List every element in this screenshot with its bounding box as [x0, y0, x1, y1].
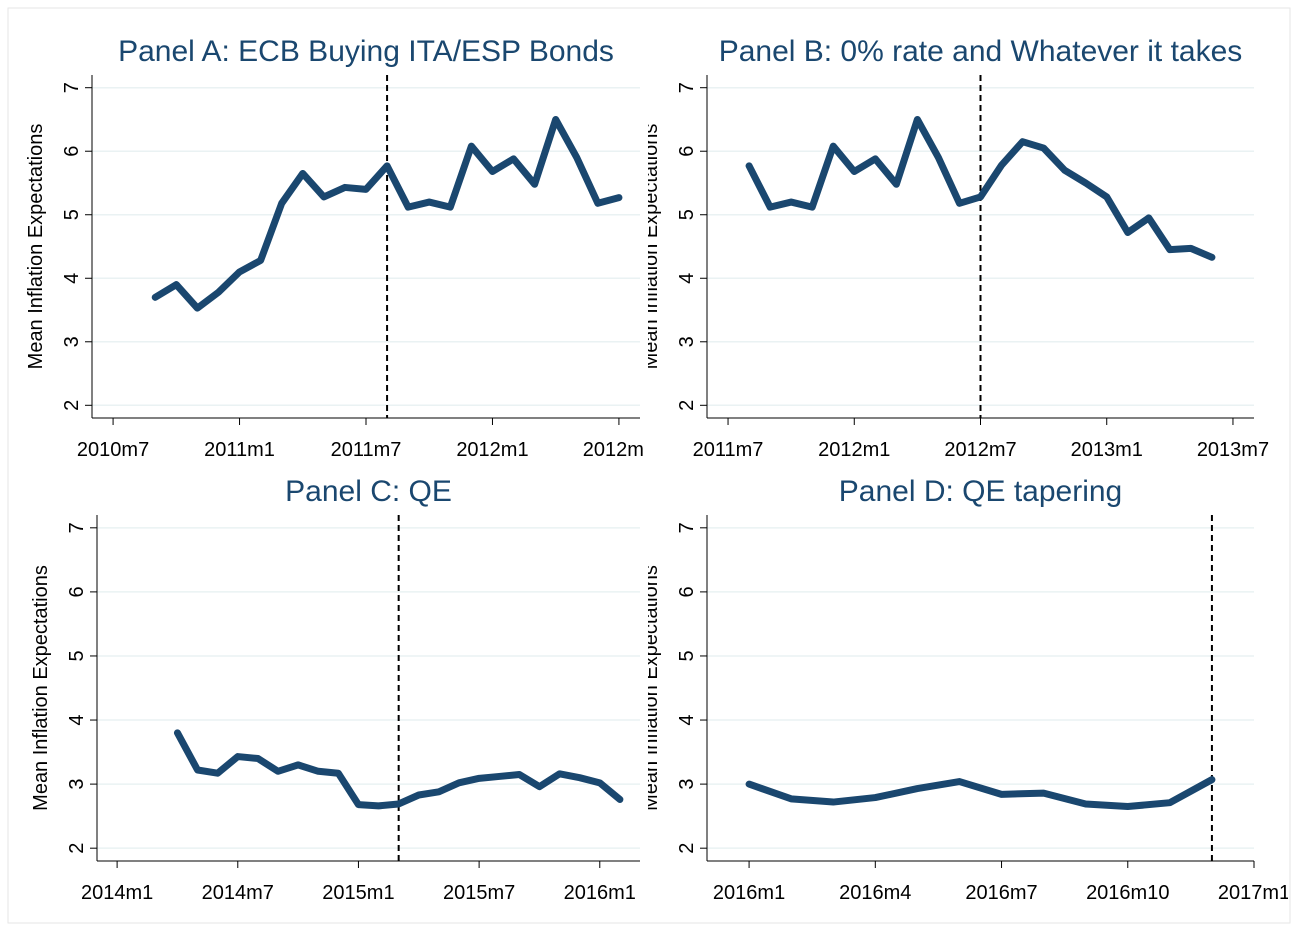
- x-tick-label: 2011m7: [693, 439, 764, 461]
- x-tick-label: 2012m1: [456, 439, 528, 461]
- panel-title: Panel B: 0% rate and Whatever it takes: [719, 35, 1243, 68]
- x-tick-label: 2013m1: [1071, 439, 1143, 461]
- y-tick-label: 6: [66, 586, 88, 597]
- y-tick-label: 3: [61, 336, 83, 347]
- y-tick-label: 7: [61, 82, 83, 93]
- panel: Panel C: QE Mean Inflation Expectations 2 3…: [30, 475, 640, 904]
- y-tick-label: 2: [676, 843, 698, 854]
- y-axis-title: Mean Inflation Expectations: [640, 565, 662, 811]
- x-tick-label: 2011m7: [331, 439, 402, 461]
- x-tick-label: 2011m1: [204, 439, 275, 461]
- y-axis-title: Mean Inflation Expectations: [25, 124, 47, 370]
- x-tick-label: 2010m7: [77, 439, 149, 461]
- x-tick-label: 2014m1: [81, 882, 153, 904]
- y-tick-label: 5: [61, 209, 83, 220]
- panel: Panel A: ECB Buying ITA/ESP Bonds Mean In…: [25, 35, 655, 461]
- panel-title: Panel C: QE: [285, 475, 452, 508]
- y-axis-title: Mean Inflation Expectations: [640, 124, 662, 370]
- y-tick-label: 6: [676, 146, 698, 157]
- line: [173, 729, 624, 810]
- y-tick-label: 5: [676, 209, 698, 220]
- x-tick-label: 2015m1: [322, 882, 394, 904]
- x-tick-label: 2017m1: [1218, 882, 1290, 904]
- y-tick-label: 5: [66, 650, 88, 661]
- panel-title: Panel D: QE tapering: [839, 475, 1123, 508]
- panel: Panel D: QE tapering Mean Inflation Expec…: [640, 475, 1290, 904]
- y-tick-label: 7: [676, 82, 698, 93]
- y-tick-label: 7: [66, 522, 88, 533]
- y-tick-label: 4: [676, 273, 698, 284]
- y-tick-label: 2: [66, 843, 88, 854]
- y-tick-label: 2: [676, 400, 698, 411]
- y-axis-title: Mean Inflation Expectations: [30, 565, 52, 811]
- x-tick-label: 2013m7: [1197, 439, 1269, 461]
- x-tick-label: 2016m1: [564, 882, 636, 904]
- x-tick-label: 2016m7: [965, 882, 1037, 904]
- x-tick-label: 2015m7: [443, 882, 515, 904]
- y-tick-label: 7: [676, 522, 698, 533]
- line: [745, 115, 1216, 261]
- x-tick-label: 2016m10: [1086, 882, 1169, 904]
- line: [745, 776, 1216, 811]
- y-tick-label: 3: [676, 779, 698, 790]
- panel: Panel B: 0% rate and Whatever it takes Me…: [640, 35, 1269, 461]
- x-tick-label: 2012m7: [944, 439, 1016, 461]
- y-tick-label: 4: [676, 714, 698, 725]
- y-tick-label: 5: [676, 650, 698, 661]
- x-tick-label: 2014m7: [202, 882, 274, 904]
- y-tick-label: 2: [61, 400, 83, 411]
- y-tick-label: 6: [676, 586, 698, 597]
- y-tick-label: 3: [676, 336, 698, 347]
- x-tick-label: 2012m1: [818, 439, 890, 461]
- y-tick-label: 3: [66, 779, 88, 790]
- y-tick-label: 4: [61, 273, 83, 284]
- y-tick-label: 6: [61, 146, 83, 157]
- x-tick-label: 2016m4: [839, 882, 911, 904]
- x-tick-label: 2016m1: [713, 882, 785, 904]
- y-tick-label: 4: [66, 714, 88, 725]
- x-tick-label: 2012m7: [583, 439, 655, 461]
- line: [151, 115, 623, 312]
- panel-title: Panel A: ECB Buying ITA/ESP Bonds: [118, 35, 614, 68]
